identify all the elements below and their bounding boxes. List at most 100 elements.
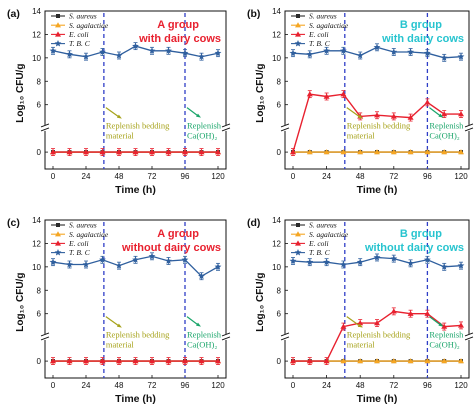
panel-c: 0 6 8 10 12 14 0 24 48 72 96 120 Time (h) Log₁₀ CFU/g…	[7, 216, 231, 405]
data-point	[323, 358, 330, 364]
axis-break-mark	[40, 332, 50, 337]
series-2	[50, 357, 221, 365]
legend-label: S. aureus	[69, 221, 97, 230]
data-point	[323, 47, 331, 54]
data-point	[441, 149, 448, 155]
replenish-caoh2-label: Replenish Ca(OH)₂	[187, 330, 222, 350]
replenish-bedding-label: Replenish bedding material	[347, 121, 411, 141]
series-1	[290, 149, 464, 155]
legend-marker	[295, 22, 301, 28]
data-point	[390, 48, 398, 55]
x-tick-label: 24	[322, 381, 331, 390]
data-point	[181, 256, 189, 263]
series-3	[49, 42, 222, 61]
data-point	[149, 149, 155, 155]
data-point	[357, 320, 364, 326]
data-point	[215, 149, 221, 155]
data-point	[374, 358, 380, 364]
data-point	[182, 358, 188, 364]
panel-label: (b)	[247, 8, 260, 20]
data-point	[440, 54, 448, 61]
data-point	[458, 322, 464, 328]
axis-break-mark	[464, 127, 474, 132]
y-tick-label: 8	[37, 77, 42, 86]
data-point	[148, 252, 156, 260]
data-point	[390, 113, 397, 119]
arrow-head	[357, 323, 363, 328]
x-axis-label: Time (h)	[357, 393, 398, 405]
y-tick-label: 6	[277, 101, 282, 110]
data-point	[49, 258, 57, 266]
series-3	[289, 43, 465, 62]
y-tick-label: 10	[272, 54, 281, 63]
legend-label: E. coli	[68, 30, 89, 39]
data-point	[116, 149, 122, 155]
data-point	[66, 50, 73, 58]
group-label: B group	[400, 19, 442, 31]
data-point	[424, 149, 431, 155]
legend-label: T. B. C	[309, 39, 331, 48]
plot-frame	[44, 219, 227, 379]
group-label-sub: with dairy cows	[381, 33, 464, 45]
data-point	[165, 358, 172, 364]
y-tick-label: 8	[277, 286, 282, 295]
data-point	[356, 258, 364, 266]
axis-break-mark	[280, 332, 290, 337]
data-point	[116, 358, 122, 364]
axis-break-mark	[280, 127, 290, 132]
data-point	[390, 255, 398, 262]
x-tick-label: 120	[454, 381, 468, 390]
data-point	[458, 358, 464, 364]
axis-break-mark	[40, 123, 50, 128]
data-point	[148, 47, 156, 54]
data-point	[390, 308, 397, 314]
axis-break-mark	[280, 123, 290, 128]
legend-label: T. B. C	[309, 248, 331, 257]
data-point	[165, 257, 172, 264]
data-point	[357, 149, 364, 155]
data-point	[289, 257, 297, 264]
group-label-sub: with dairy cows	[138, 33, 221, 45]
group-label: A group	[157, 228, 199, 240]
legend-marker	[294, 249, 302, 256]
x-tick-label: 120	[211, 381, 225, 390]
data-point	[99, 256, 106, 263]
data-point	[132, 256, 139, 263]
data-point	[407, 48, 415, 55]
replenish-bedding-arrow	[346, 107, 362, 119]
legend-label: S. agalactiae	[69, 230, 109, 239]
data-point	[357, 358, 364, 364]
axis-break-gap	[282, 333, 288, 340]
data-point	[83, 149, 89, 155]
x-tick-label: 0	[291, 172, 296, 181]
arrow-head	[196, 322, 201, 327]
series-2	[290, 307, 464, 365]
data-point	[165, 47, 172, 54]
data-point	[82, 260, 90, 268]
data-point	[423, 49, 431, 57]
y-tick-label: 14	[32, 216, 41, 225]
legend-marker	[296, 223, 300, 227]
legend-marker	[294, 40, 302, 47]
data-point	[457, 53, 465, 60]
legend-marker	[55, 231, 61, 237]
replenish-bedding-arrow	[105, 316, 121, 328]
data-point	[99, 149, 106, 155]
y-tick-label: 12	[32, 30, 41, 39]
data-point	[115, 262, 123, 269]
axis-break-mark	[221, 123, 231, 128]
legend-marker	[55, 31, 61, 37]
replenish-bedding-arrow	[346, 316, 362, 328]
y-axis-label: Log₁₀ CFU/g	[255, 64, 266, 123]
data-point	[132, 149, 139, 155]
series-3	[49, 252, 222, 281]
data-point	[390, 358, 397, 364]
arrow-head	[438, 322, 444, 327]
data-point	[441, 358, 448, 364]
legend-label: S. aureus	[309, 12, 337, 21]
legend-marker	[296, 14, 300, 18]
arrow-head	[116, 323, 122, 328]
group-label: A group	[157, 19, 199, 31]
data-point	[440, 263, 448, 270]
